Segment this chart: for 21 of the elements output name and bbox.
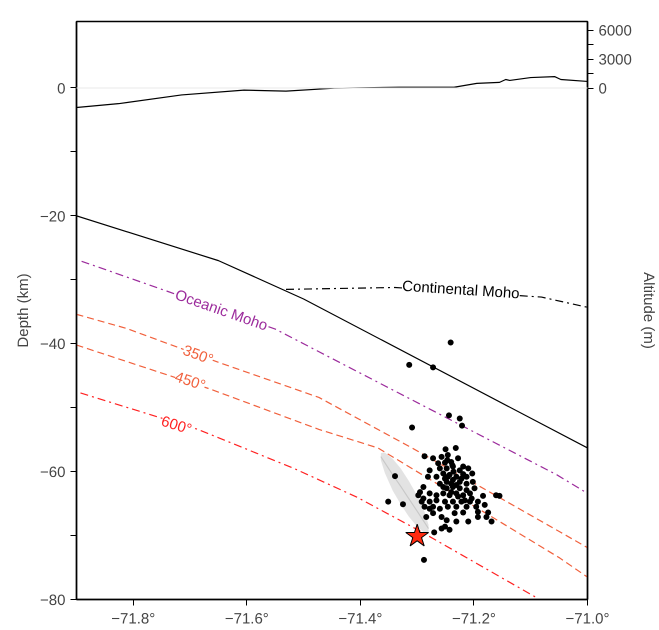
annotation: 600°	[159, 412, 194, 438]
annotation: 450°	[172, 368, 208, 394]
y2-tick-label: 0	[598, 80, 607, 98]
annotation: Continental Moho	[402, 278, 520, 302]
y-tick-label: −40	[40, 336, 66, 354]
y2-axis-title: Altitude (m)	[640, 272, 657, 349]
y-tick-label: −60	[40, 464, 66, 482]
x-tick-label: −71.0°	[566, 610, 610, 628]
y-tick-label: −20	[40, 208, 66, 226]
line-series	[76, 344, 588, 578]
x-tick-label: −71.8°	[111, 610, 156, 628]
y2-tick-label: 6000	[598, 22, 632, 40]
x-tick-label: −71.4°	[338, 610, 382, 628]
x-tick-label: −71.6°	[224, 610, 269, 628]
annotation: 350°	[180, 342, 216, 369]
y2-tick-label: 3000	[598, 52, 632, 69]
x-tick-label: −71.2°	[452, 610, 496, 628]
y-tick-label: 0	[57, 80, 66, 98]
line-series	[80, 392, 538, 599]
y-tick-label: −80	[40, 592, 66, 609]
y-axis-title: Depth (km)	[15, 273, 32, 348]
